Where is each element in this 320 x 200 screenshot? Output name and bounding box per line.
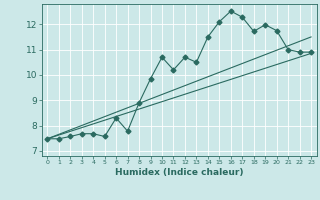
X-axis label: Humidex (Indice chaleur): Humidex (Indice chaleur) xyxy=(115,168,244,177)
